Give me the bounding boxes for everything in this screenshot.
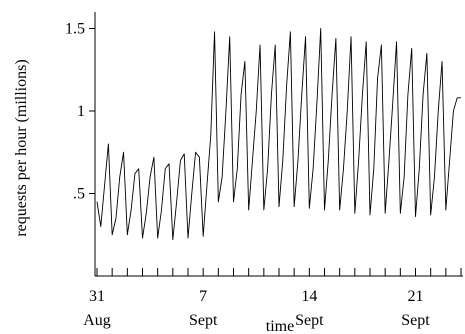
x-tick-group: 31 Aug 7 Sept 14 Sept 21 Sept <box>83 268 462 329</box>
x-tick-month-label: Sept <box>401 312 430 329</box>
x-axis-label: time <box>266 318 294 334</box>
x-tick-day-label: 31 <box>89 288 105 305</box>
series-line-0 <box>96 28 461 241</box>
y-tick-group: .5 1 1.5 <box>65 21 95 203</box>
x-tick-month-label: Aug <box>83 312 111 329</box>
series-layer <box>96 28 461 241</box>
x-tick-month-label: Sept <box>295 312 324 329</box>
y-tick-label: .5 <box>73 186 85 203</box>
x-tick-day-label: 21 <box>408 288 424 305</box>
x-tick-day-label: 14 <box>301 288 317 305</box>
x-tick-day-label: 7 <box>199 288 207 305</box>
x-tick-month-label: Sept <box>189 312 218 329</box>
chart-axes <box>94 12 463 277</box>
y-tick-label: 1.5 <box>65 21 85 38</box>
y-tick-label: 1 <box>77 103 85 120</box>
y-axis-label: requests per hour (millions) <box>13 59 30 236</box>
